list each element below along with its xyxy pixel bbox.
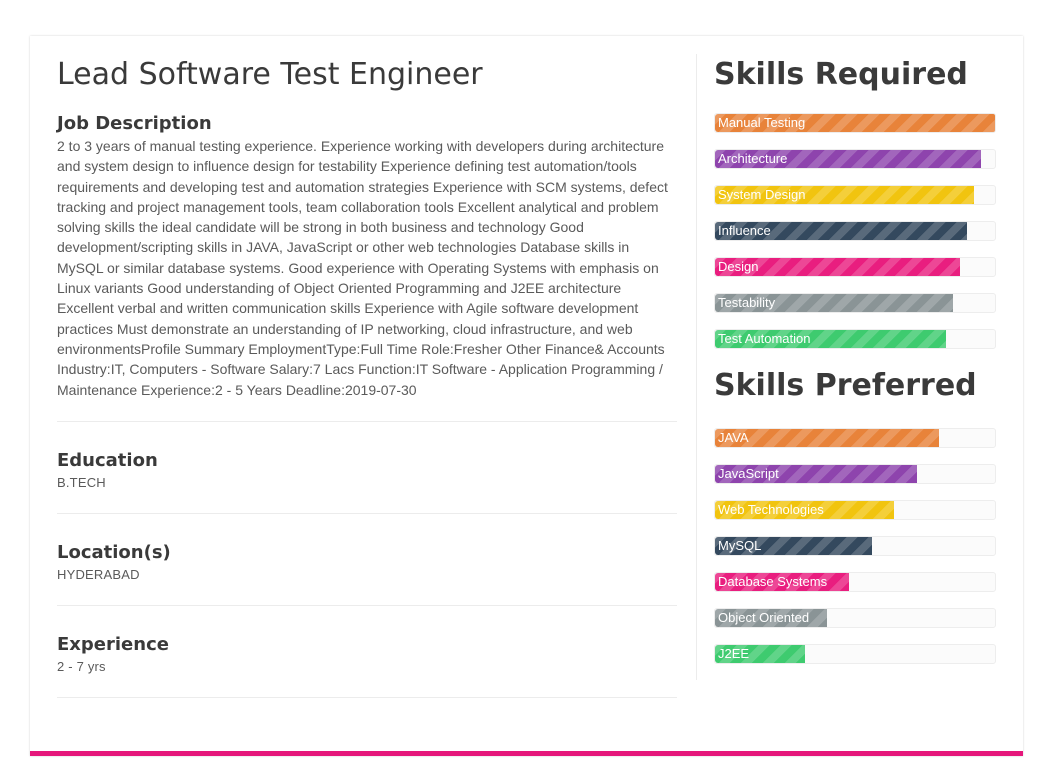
skill-bar-fill	[715, 465, 917, 483]
job-description-text: 2 to 3 years of manual testing experienc…	[57, 138, 668, 398]
experience-heading: Experience	[57, 633, 169, 655]
skill-bar-label: Manual Testing	[718, 115, 806, 130]
skill-bar: System Design	[714, 185, 996, 205]
skill-bar-label: Influence	[718, 223, 771, 238]
skill-bar: Testability	[714, 293, 996, 313]
skill-bar-fill	[715, 501, 895, 519]
skill-bar-fill	[715, 573, 850, 591]
location-heading: Location(s)	[57, 541, 171, 563]
skill-bar: JavaScript	[714, 464, 996, 484]
skills-preferred-list: JAVA JavaScript Web Technologies MySQL Datab…	[714, 428, 996, 664]
job-title: Lead Software Test Engineer	[57, 57, 483, 92]
skill-bar: Object Oriented	[714, 608, 996, 628]
skill-bar-fill	[715, 645, 805, 663]
skill-bar: J2EE	[714, 644, 996, 664]
skill-bar-fill	[715, 222, 967, 240]
location-value: HYDERABAD	[57, 566, 140, 582]
skill-bar-label: Design	[718, 259, 759, 274]
section-divider	[57, 696, 677, 699]
skill-bar-label: JAVA	[718, 430, 749, 445]
skill-bar-label: Object Oriented	[718, 610, 810, 625]
skill-bar-label: JavaScript	[718, 466, 779, 481]
skill-bar: Design	[714, 257, 996, 277]
education-value: B.TECH	[57, 474, 106, 490]
skill-bar-label: J2EE	[718, 646, 750, 661]
skill-bar-fill	[715, 186, 974, 204]
job-description-heading: Job Description	[57, 113, 212, 134]
skill-bar-fill	[715, 150, 981, 168]
location-section: Location(s) HYDERABAD	[57, 512, 677, 605]
education-section: Education B.TECH	[57, 420, 677, 513]
skill-bar: JAVA	[714, 428, 996, 448]
skill-bar: Architecture	[714, 149, 996, 169]
skill-bar: Manual Testing	[714, 113, 996, 133]
skill-bar-label: Web Technologies	[718, 502, 824, 517]
skills-required-heading: Skills Required	[714, 57, 968, 92]
job-description-section: Job Description 2 to 3 years of manual t…	[57, 113, 677, 400]
skill-bar: MySQL	[714, 536, 996, 556]
experience-value: 2 - 7 yrs	[57, 658, 106, 674]
skill-bar-label: Test Automation	[718, 331, 811, 346]
skills-required-list: Manual Testing Architecture System Design I…	[714, 113, 996, 349]
skill-bar-label: MySQL	[718, 538, 762, 553]
skills-preferred-heading: Skills Preferred	[714, 368, 977, 403]
skill-bar-fill	[715, 609, 827, 627]
experience-section: Experience 2 - 7 yrs	[57, 604, 677, 697]
skill-bar-label: Database Systems	[718, 574, 828, 589]
skill-bar-fill	[715, 294, 953, 312]
skill-bar-fill	[715, 429, 939, 447]
skill-bar-label: System Design	[718, 187, 806, 202]
job-card: Lead Software Test Engineer Job Descript…	[30, 36, 1023, 756]
skill-bar: Database Systems	[714, 572, 996, 592]
education-heading: Education	[57, 449, 158, 471]
skill-bar-fill	[715, 258, 960, 276]
skill-bar-label: Testability	[718, 295, 776, 310]
skill-bar-fill	[715, 114, 995, 132]
skill-bar-fill	[715, 330, 946, 348]
skill-bar: Web Technologies	[714, 500, 996, 520]
skill-bar: Influence	[714, 221, 996, 241]
column-divider	[696, 54, 697, 680]
card-accent-bar	[30, 751, 1023, 756]
skill-bar-label: Architecture	[718, 151, 788, 166]
skill-bar-fill	[715, 537, 872, 555]
skills-panel: Skills Required Manual Testing Architectu…	[714, 54, 996, 680]
job-details: Lead Software Test Engineer Job Descript…	[57, 54, 677, 699]
skill-bar: Test Automation	[714, 329, 996, 349]
